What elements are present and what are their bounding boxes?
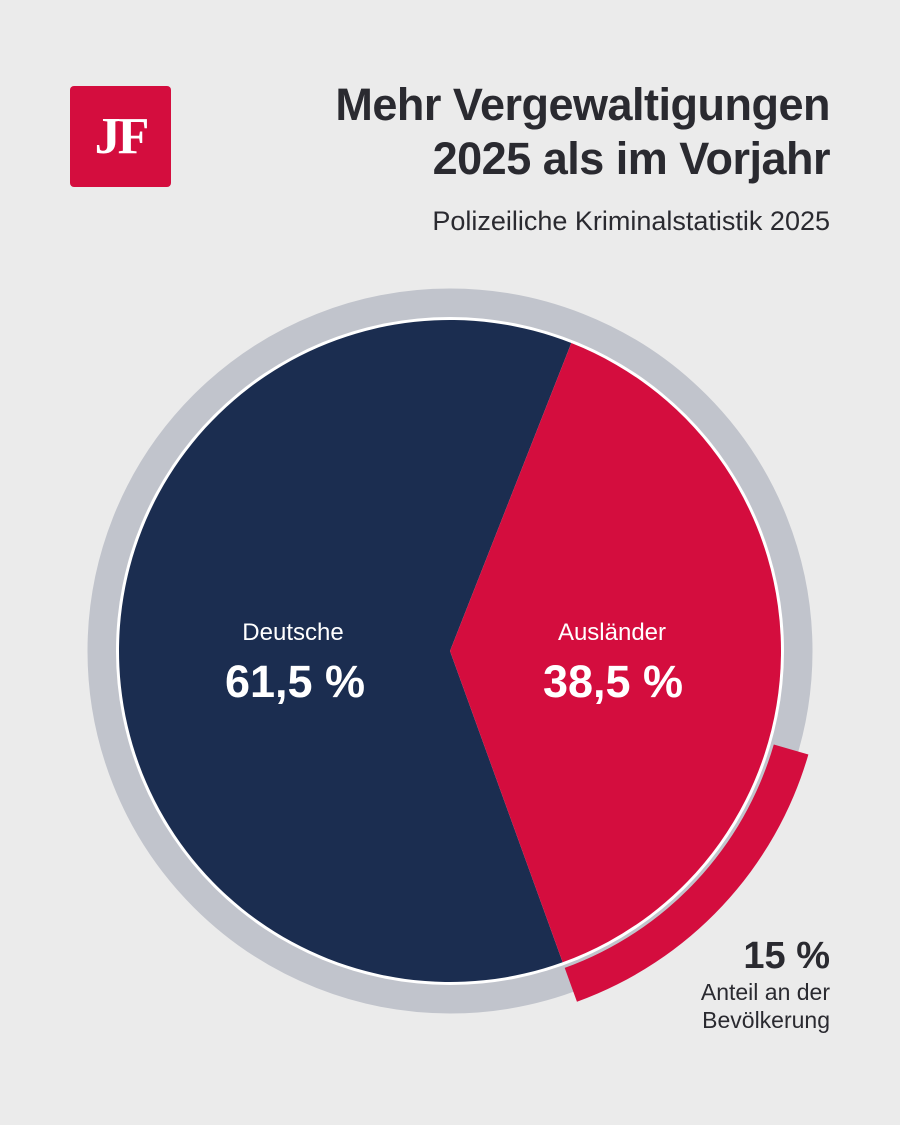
outer-ring <box>87 288 813 1014</box>
slice-deutsche <box>118 319 572 983</box>
annotation-label-2: Bevölkerung <box>702 1007 830 1033</box>
label-deutsche: Deutsche <box>242 619 343 646</box>
value-auslaender: 38,5 % <box>543 656 683 707</box>
title-line-1: Mehr Vergewaltigungen <box>335 79 830 130</box>
jf-logo: JF <box>70 86 171 187</box>
population-share-arc <box>564 744 809 1002</box>
annotation-label-1: Anteil an der <box>700 979 830 1005</box>
label-auslaender: Ausländer <box>558 619 666 646</box>
value-deutsche: 61,5 % <box>225 656 365 707</box>
page-title: Mehr Vergewaltigungen 2025 als im Vorjah… <box>335 78 830 186</box>
subtitle: Polizeiliche Kriminalstatistik 2025 <box>432 206 830 236</box>
population-share-annotation: 15 % Anteil an der Bevölkerung <box>701 934 830 1034</box>
title-line-2: 2025 als im Vorjahr <box>432 133 831 184</box>
slice-auslaender <box>450 343 781 963</box>
annotation-value: 15 % <box>743 935 830 977</box>
